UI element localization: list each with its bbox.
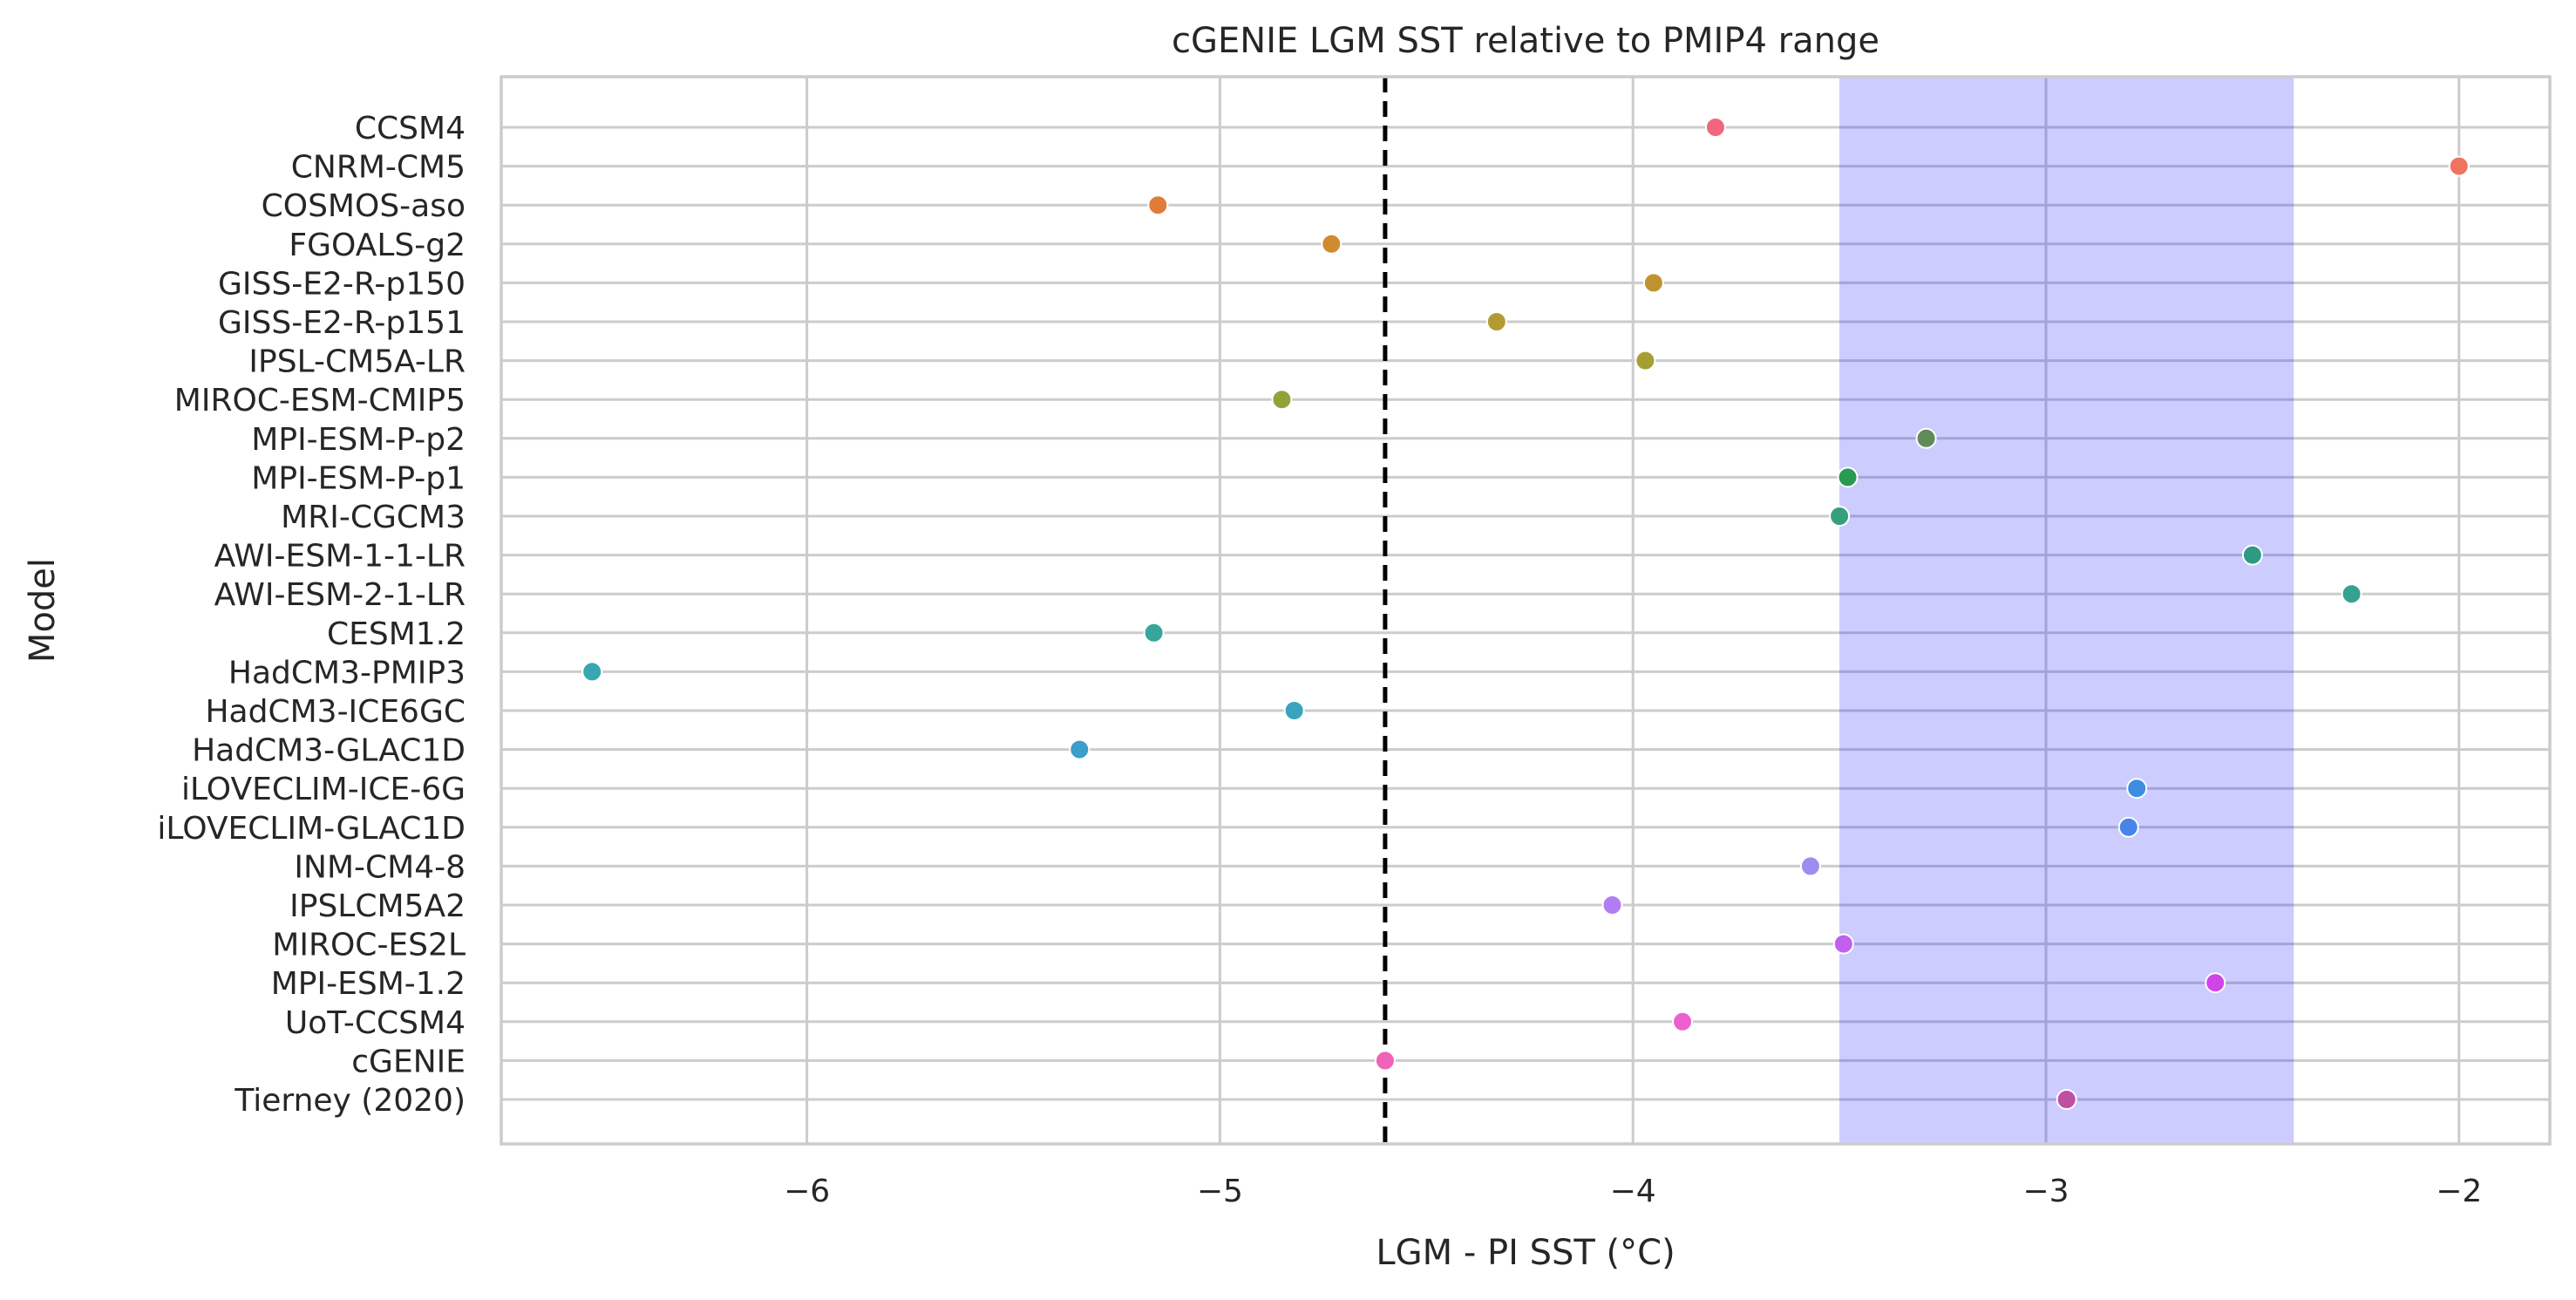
data-point (2056, 1089, 2077, 1110)
y-tick-label: MRI-CGCM3 (281, 500, 466, 535)
data-point (1143, 622, 1165, 643)
data-point (581, 661, 603, 683)
y-tick-label: CESM1.2 (327, 616, 466, 652)
data-points (581, 117, 2470, 1110)
y-tick-label: MIROC-ES2L (272, 928, 466, 963)
data-point (1837, 466, 1859, 488)
y-tick-label: FGOALS-g2 (289, 228, 466, 263)
y-tick-label: INM-CM4-8 (294, 849, 466, 885)
x-axis-label: LGM - PI SST (°C) (1376, 1233, 1675, 1273)
data-point (2448, 155, 2470, 177)
y-tick-label: AWI-ESM-1-1-LR (214, 539, 466, 575)
y-tick-label: CNRM-CM5 (291, 150, 466, 186)
pmip4-range-shade (1839, 77, 2294, 1144)
chart-title: cGENIE LGM SST relative to PMIP4 range (1172, 21, 1879, 61)
data-point (1147, 194, 1169, 216)
y-tick-label: MPI-ESM-P-p2 (251, 422, 466, 458)
data-point (1915, 427, 1937, 449)
data-point (2205, 972, 2226, 994)
data-point (1374, 1050, 1396, 1072)
x-tick-label: −3 (2022, 1174, 2069, 1209)
y-tick-label: HadCM3-PMIP3 (228, 655, 466, 691)
y-tick-labels: CCSM4CNRM-CM5COSMOS-asoFGOALS-g2GISS-E2-… (157, 111, 466, 1119)
y-tick-label: MPI-ESM-1.2 (271, 966, 466, 1002)
x-tick-label: −2 (2436, 1174, 2482, 1209)
plot-frame (500, 75, 2552, 1146)
data-point (2117, 816, 2139, 838)
data-point (2241, 544, 2263, 566)
y-tick-label: AWI-ESM-2-1-LR (214, 577, 466, 613)
data-point (2341, 583, 2362, 605)
y-tick-label: CCSM4 (355, 111, 466, 146)
y-axis-label: Model (23, 558, 63, 663)
data-point (1704, 117, 1726, 138)
data-point (1672, 1011, 1694, 1032)
data-point (1069, 738, 1091, 760)
x-tick-label: −4 (1610, 1174, 1656, 1209)
y-tick-label: GISS-E2-R-p151 (218, 305, 466, 341)
y-tick-label: GISS-E2-R-p150 (218, 266, 466, 302)
data-point (2126, 778, 2148, 800)
y-tick-label: HadCM3-ICE6GC (205, 694, 466, 730)
x-tick-label: −6 (784, 1174, 830, 1209)
y-tick-label: HadCM3-GLAC1D (192, 733, 466, 769)
data-point (1321, 233, 1342, 255)
data-point (1635, 350, 1656, 371)
y-tick-label: Tierney (2020) (234, 1083, 466, 1119)
y-tick-label: IPSLCM5A2 (289, 888, 466, 924)
y-tick-label: cGENIE (351, 1044, 466, 1079)
y-tick-label: MIROC-ESM-CMIP5 (174, 383, 466, 419)
y-tick-label: UoT-CCSM4 (285, 1005, 466, 1041)
x-tick-labels: −6 −5 −4 −3 −2 (784, 1174, 2482, 1209)
y-tick-label: MPI-ESM-P-p1 (251, 460, 466, 496)
data-point (1829, 506, 1851, 527)
data-point (1271, 389, 1293, 411)
grid (501, 77, 2550, 1144)
y-tick-label: IPSL-CM5A-LR (248, 344, 466, 380)
data-point (1601, 895, 1623, 915)
data-point (1832, 933, 1854, 955)
x-tick-label: −5 (1197, 1174, 1243, 1209)
y-tick-label: COSMOS-aso (262, 188, 466, 224)
y-tick-label: iLOVECLIM-GLAC1D (157, 811, 466, 847)
data-point (1283, 700, 1305, 721)
data-point (1799, 855, 1821, 877)
data-point (1485, 311, 1507, 332)
y-tick-label: iLOVECLIM-ICE-6G (181, 772, 466, 807)
data-point (1642, 272, 1664, 294)
